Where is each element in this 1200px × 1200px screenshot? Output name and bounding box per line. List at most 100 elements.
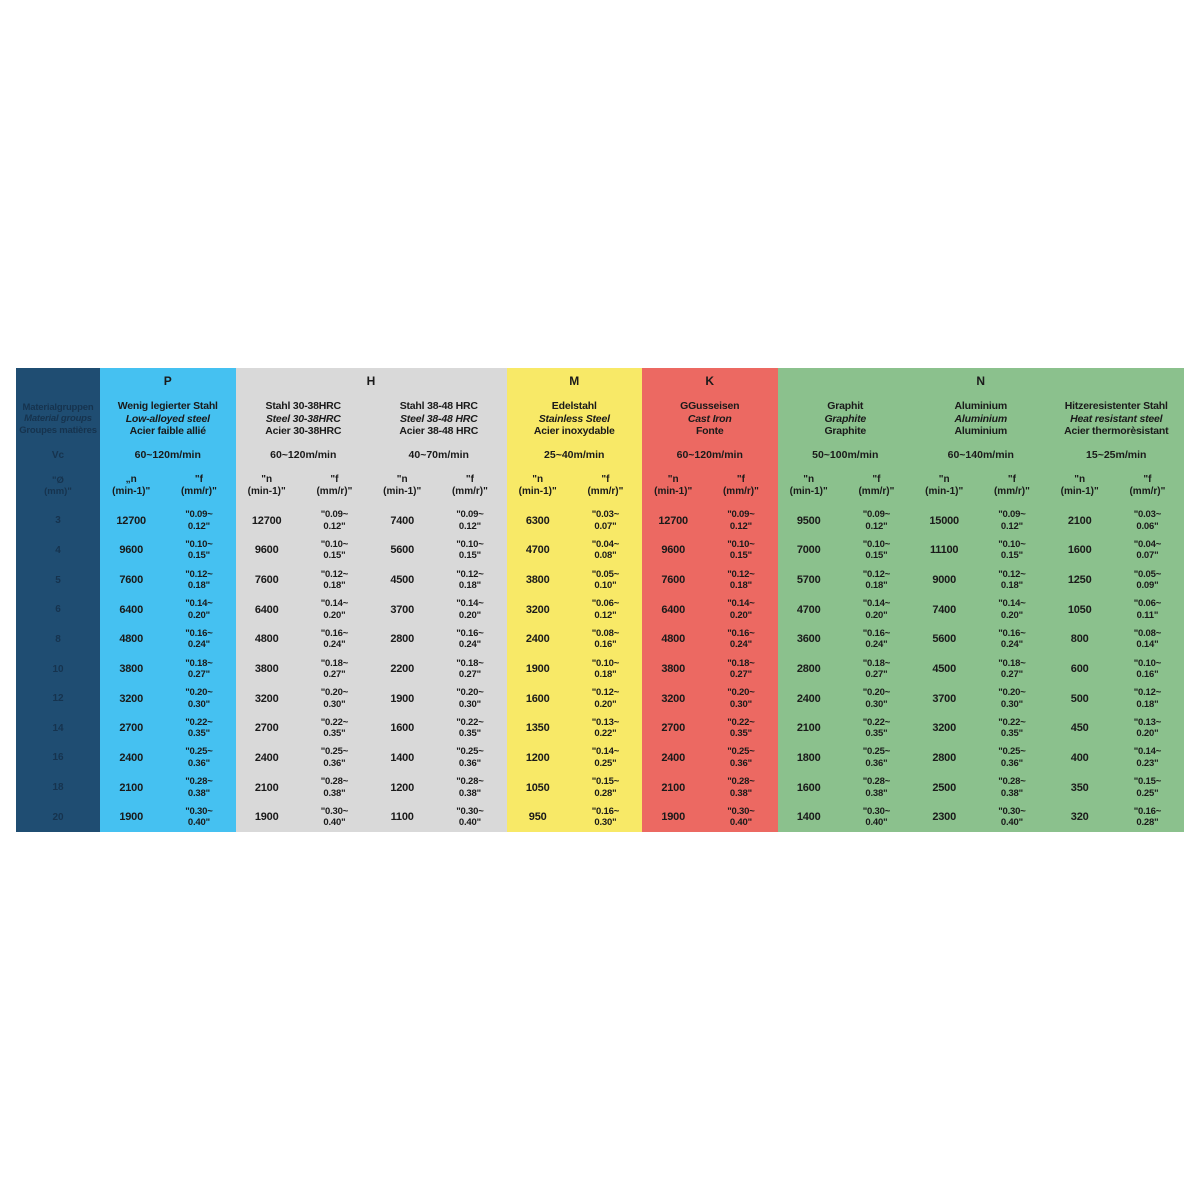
f-value: "0.12~ 0.20" [591, 687, 620, 710]
group-letter-M: M [506, 368, 642, 394]
table-row: 350 "0.15~ 0.25" [1049, 773, 1185, 803]
table-row: 5700 "0.12~ 0.18" [778, 565, 914, 595]
material-name-fr: Fonte [695, 425, 724, 438]
material-name: Edelstahl Stainless Steel Acier inoxydable [507, 394, 643, 444]
f-unit-header: "f (mm/r)" [858, 474, 895, 497]
f-value: "0.09~ 0.12" [456, 509, 484, 532]
f-value: "0.10~ 0.15" [456, 538, 484, 562]
f-value: "0.03~ 0.06" [1133, 509, 1162, 532]
n-value: 1900 [525, 663, 550, 676]
n-value: 3800 [525, 574, 550, 587]
n-value: 1900 [661, 811, 685, 824]
n-value: 15000 [929, 514, 959, 527]
f-value: "0.05~ 0.10" [591, 568, 620, 592]
n-value: 3600 [796, 633, 821, 646]
table-row: 1350 "0.13~ 0.22" [507, 713, 643, 743]
material-name-de: Edelstahl [551, 400, 597, 413]
n-value: 2400 [796, 692, 821, 705]
f-value: "0.28~ 0.38" [456, 776, 484, 799]
f-value: "0.12~ 0.18" [727, 568, 755, 592]
n-value: 1800 [796, 751, 821, 764]
f-value: "0.05~ 0.09" [1133, 568, 1162, 592]
f-value: "0.28~ 0.38" [998, 776, 1026, 799]
f-value: "0.18~ 0.27" [862, 657, 891, 681]
f-unit-header: "f (mm/r)" [587, 474, 624, 497]
n-value: 7400 [932, 603, 956, 616]
table-row: 2400 "0.25~ 0.36" [100, 743, 236, 773]
table-row: 2400 "0.20~ 0.30" [778, 684, 914, 714]
group-letter-label: N [976, 374, 986, 388]
column-body: 2100 "0.03~ 0.06" 1600 "0.04~ 0.07" 1250 "0.0… [1049, 506, 1185, 832]
table-row: 1800 "0.25~ 0.36" [778, 743, 914, 773]
table-row: 1050 "0.15~ 0.28" [507, 773, 643, 803]
f-value: "0.20~ 0.30" [727, 687, 755, 710]
table-row: 800 "0.08~ 0.14" [1049, 625, 1185, 655]
n-value: 7600 [119, 574, 143, 587]
n-value: 12700 [251, 514, 282, 527]
n-value: 2100 [796, 722, 821, 735]
f-value: "0.10~ 0.15" [727, 538, 755, 562]
f-value: "0.25~ 0.36" [456, 746, 484, 769]
group-letter-label: P [163, 374, 172, 388]
group-letter-P: P [100, 368, 236, 394]
table-row: 9500 "0.09~ 0.12" [778, 506, 914, 536]
n-unit-header: "n (min-1)" [925, 474, 964, 497]
n-value: 1350 [525, 722, 550, 735]
n-value: 5600 [932, 633, 956, 646]
table-row: 3700 "0.14~ 0.20" [371, 595, 507, 625]
material-name-fr: Acier faible allié [129, 425, 207, 438]
n-value: 3200 [254, 692, 279, 705]
table-row: 1200 "0.28~ 0.38" [371, 773, 507, 803]
table-row: 4500 "0.12~ 0.18" [371, 565, 507, 595]
table-row: 5600 "0.16~ 0.24" [913, 625, 1049, 655]
table-row: 3800 "0.18~ 0.27" [100, 654, 236, 684]
f-value: "0.14~ 0.20" [320, 598, 349, 621]
f-value: "0.15~ 0.25" [1133, 776, 1162, 799]
f-value: "0.16~ 0.30" [591, 805, 620, 829]
f-value: "0.30~ 0.40" [185, 805, 213, 829]
table-row: 12700 "0.09~ 0.12" [236, 506, 372, 536]
table-row: 2800 "0.16~ 0.24" [371, 625, 507, 655]
n-value: 12700 [658, 514, 688, 527]
diameter-value: 10 [52, 663, 64, 675]
material-name-fr: Acier inoxydable [533, 425, 615, 438]
unit-header-row: "n (min-1)" "f (mm/r)" [371, 466, 507, 506]
material-name-en: Steel 30-38HRC [265, 412, 341, 425]
n-value: 2800 [796, 663, 821, 676]
table-row: 12700 "0.09~ 0.12" [642, 506, 778, 536]
f-value: "0.20~ 0.30" [456, 687, 484, 710]
f-value: "0.22~ 0.35" [998, 716, 1026, 740]
speed-range: 60~140m/min [947, 449, 1014, 461]
f-value: "0.18~ 0.27" [998, 657, 1026, 681]
speed-range: 25~40m/min [544, 449, 605, 461]
table-row: 2500 "0.28~ 0.38" [913, 773, 1049, 803]
f-value: "0.18~ 0.27" [185, 657, 213, 681]
table-row: 2700 "0.22~ 0.35" [236, 713, 372, 743]
n-unit-header: "n (min-1)" [383, 474, 422, 497]
f-value: "0.28~ 0.38" [727, 776, 755, 799]
material-name-de: Graphit [827, 400, 864, 413]
n-value: 1900 [254, 811, 279, 824]
group-letter-H: H [235, 368, 507, 394]
f-value: "0.09~ 0.12" [185, 509, 213, 532]
material-column-4-M: Edelstahl Stainless Steel Acier inoxydable… [506, 394, 643, 832]
table-row: 2700 "0.22~ 0.35" [100, 713, 236, 743]
n-value: 3200 [932, 722, 956, 735]
n-value: 12700 [116, 514, 146, 527]
corner-spacer [16, 368, 100, 394]
n-value: 1900 [390, 692, 414, 705]
f-value: "0.28~ 0.38" [862, 776, 891, 799]
cutting-speed-feed-table: Materialgruppen Material groups Groupes … [16, 368, 1184, 832]
table-row: 600 "0.10~ 0.16" [1049, 654, 1185, 684]
f-value: "0.08~ 0.16" [591, 627, 620, 651]
material-groups-title-fr: Groupes matières [19, 424, 97, 436]
material-columns: Wenig legierter Stahl Low-alloyed steel Ac… [100, 394, 1184, 832]
column-body: 12700 "0.09~ 0.12" 9600 "0.10~ 0.15" 7600 "0.… [236, 506, 372, 832]
f-value: "0.18~ 0.27" [456, 657, 484, 681]
n-value: 3800 [661, 663, 685, 676]
f-value: "0.14~ 0.23" [1133, 746, 1162, 769]
n-value: 1200 [390, 781, 414, 794]
n-value: 1250 [1067, 574, 1092, 587]
material-name: Graphit Graphite Graphite [778, 394, 914, 444]
table-row: 3200 "0.06~ 0.12" [507, 595, 643, 625]
